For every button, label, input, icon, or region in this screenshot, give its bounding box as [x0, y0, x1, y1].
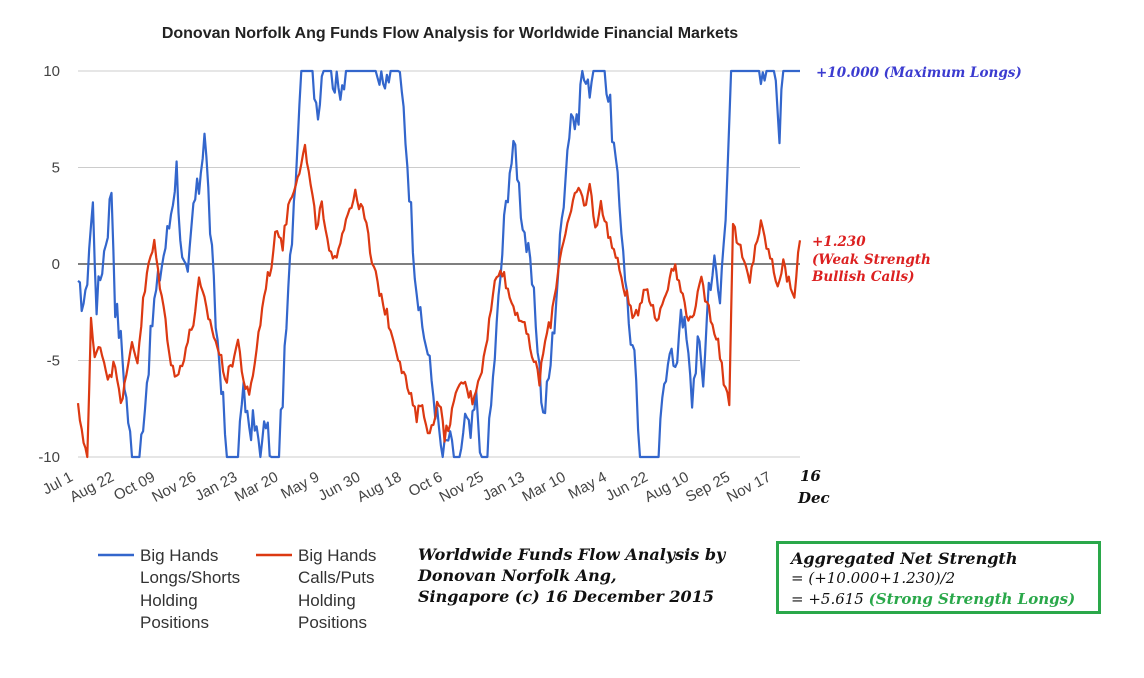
red-end-annotation-value: +1.230 [812, 234, 866, 250]
red-end-annotation-line2: (Weak Strength [812, 252, 931, 268]
x-tick-label: Jun 30 [316, 469, 364, 505]
net-strength-label: (Strong Strength Longs) [868, 590, 1076, 608]
legend-blue-line3: Holding [140, 591, 198, 610]
x-tick-label: Aug 18 [354, 469, 404, 506]
legend-red-line1: Big Hands [298, 546, 376, 565]
y-tick-label: 10 [43, 63, 60, 80]
series-lines [76, 69, 802, 459]
end-date-label-day: 16 [800, 467, 821, 485]
legend-blue-line2: Longs/Shorts [140, 568, 240, 587]
red-end-annotation-line3: Bullish Calls) [811, 269, 914, 285]
x-tick-label: Mar 10 [519, 469, 568, 506]
y-axis-ticks: 10 5 0 -5 -10 [38, 63, 60, 466]
net-strength-box: Aggregated Net Strength = (+10.000+1.230… [776, 541, 1101, 614]
x-tick-label: Nov 25 [437, 469, 487, 506]
series-line-calls-puts [76, 143, 802, 459]
x-tick-label: Mar 20 [232, 469, 281, 506]
x-tick-label: Nov 26 [149, 469, 199, 506]
end-date-label-month: Dec [797, 489, 830, 507]
legend-red-line2: Calls/Puts [298, 568, 375, 587]
x-tick-label: Sep 25 [683, 469, 733, 506]
x-tick-label: Nov 17 [724, 469, 774, 506]
x-tick-label: Oct 09 [111, 469, 158, 505]
blue-end-annotation: +10.000 (Maximum Longs) [816, 65, 1022, 81]
y-tick-label: 5 [52, 160, 60, 177]
x-tick-label: Jan 23 [192, 469, 240, 505]
legend-blue-line1: Big Hands [140, 546, 218, 565]
x-tick-label: Aug 22 [67, 469, 117, 506]
net-strength-result: = +5.615 (Strong Strength Longs) [791, 589, 1086, 610]
x-tick-label: May 9 [278, 469, 322, 503]
credit-line-3: Singapore (c) 16 December 2015 [418, 587, 714, 606]
net-strength-value: = +5.615 [791, 590, 864, 608]
credit-line-2: Donovan Norfolk Ang, [418, 566, 617, 585]
series-line-longs-shorts [77, 69, 800, 459]
legend: Big Hands Longs/Shorts Holding Positions… [98, 546, 376, 632]
legend-blue-line4: Positions [140, 613, 209, 632]
net-strength-formula: = (+10.000+1.230)/2 [791, 569, 956, 587]
x-tick-label: May 4 [566, 469, 610, 503]
credit-note: Worldwide Funds Flow Analysis by Donovan… [418, 544, 768, 607]
y-tick-label: -10 [38, 449, 60, 466]
gridlines [78, 70, 800, 458]
chart-title: Donovan Norfolk Ang Funds Flow Analysis … [162, 25, 738, 42]
legend-red-line4: Positions [298, 613, 367, 632]
credit-line-1: Worldwide Funds Flow Analysis by [418, 545, 726, 564]
x-tick-label: Aug 10 [642, 469, 692, 506]
y-tick-label: 0 [52, 256, 60, 273]
x-tick-label: Jan 13 [480, 469, 528, 505]
legend-red-line3: Holding [298, 591, 356, 610]
y-tick-label: -5 [47, 353, 60, 370]
x-tick-label: Jun 22 [603, 469, 651, 505]
net-strength-title: Aggregated Net Strength [791, 549, 1018, 568]
